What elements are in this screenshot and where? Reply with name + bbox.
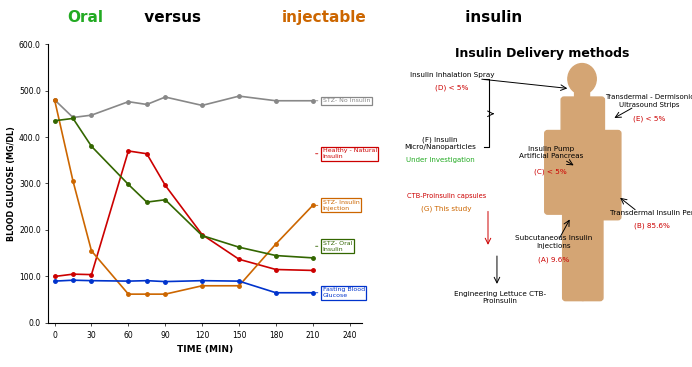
Text: Insulin Pump
Artificial Pancreas: Insulin Pump Artificial Pancreas: [518, 146, 583, 159]
Text: Transdermal - Dermisonic
Ultrasound Strips: Transdermal - Dermisonic Ultrasound Stri…: [605, 94, 692, 108]
Text: Insulin Delivery methods: Insulin Delivery methods: [455, 47, 629, 60]
Text: (C) < 5%: (C) < 5%: [534, 168, 567, 175]
Text: (F) Insulin
Micro/Nanoparticles: (F) Insulin Micro/Nanoparticles: [404, 136, 476, 150]
FancyBboxPatch shape: [599, 131, 621, 220]
Text: STZ- Oral
Insulin: STZ- Oral Insulin: [316, 241, 352, 252]
Text: Transdermal Insulin Pen: Transdermal Insulin Pen: [610, 210, 692, 216]
Text: injectable: injectable: [282, 10, 367, 25]
FancyBboxPatch shape: [545, 131, 567, 214]
Text: versus: versus: [138, 10, 206, 25]
Text: Oral: Oral: [67, 10, 103, 25]
Text: insulin: insulin: [460, 10, 522, 25]
Text: Fasting Blood
Glucose: Fasting Blood Glucose: [316, 287, 365, 298]
FancyBboxPatch shape: [561, 97, 604, 203]
Text: (B) 85.6%: (B) 85.6%: [635, 222, 670, 229]
Text: (G) This study: (G) This study: [421, 206, 471, 212]
Text: Insulin Inhalation Spray: Insulin Inhalation Spray: [410, 72, 494, 78]
Text: Healthy - Natural
Insulin: Healthy - Natural Insulin: [316, 148, 376, 159]
Ellipse shape: [568, 63, 597, 94]
Y-axis label: BLOOD GLUCOSE (MG/DL): BLOOD GLUCOSE (MG/DL): [7, 126, 16, 241]
Text: (E) < 5%: (E) < 5%: [633, 115, 666, 122]
Text: Under Investigation: Under Investigation: [406, 157, 475, 163]
Text: (A) 9.6%: (A) 9.6%: [538, 257, 570, 264]
Text: Engineering Lettuce CTB-
Proinsulin: Engineering Lettuce CTB- Proinsulin: [454, 291, 546, 304]
Text: STZ- Insulin
Injection: STZ- Insulin Injection: [316, 200, 359, 211]
Text: (D) < 5%: (D) < 5%: [435, 84, 469, 91]
FancyBboxPatch shape: [574, 83, 590, 103]
FancyBboxPatch shape: [563, 195, 585, 301]
X-axis label: TIME (MIN): TIME (MIN): [177, 345, 233, 354]
Text: CTB-Proinsulin capsules: CTB-Proinsulin capsules: [407, 193, 486, 199]
Text: Subcutaneous Insulin
Injections: Subcutaneous Insulin Injections: [515, 235, 592, 248]
Text: STZ- No Insulin: STZ- No Insulin: [316, 98, 370, 103]
FancyBboxPatch shape: [581, 195, 603, 301]
